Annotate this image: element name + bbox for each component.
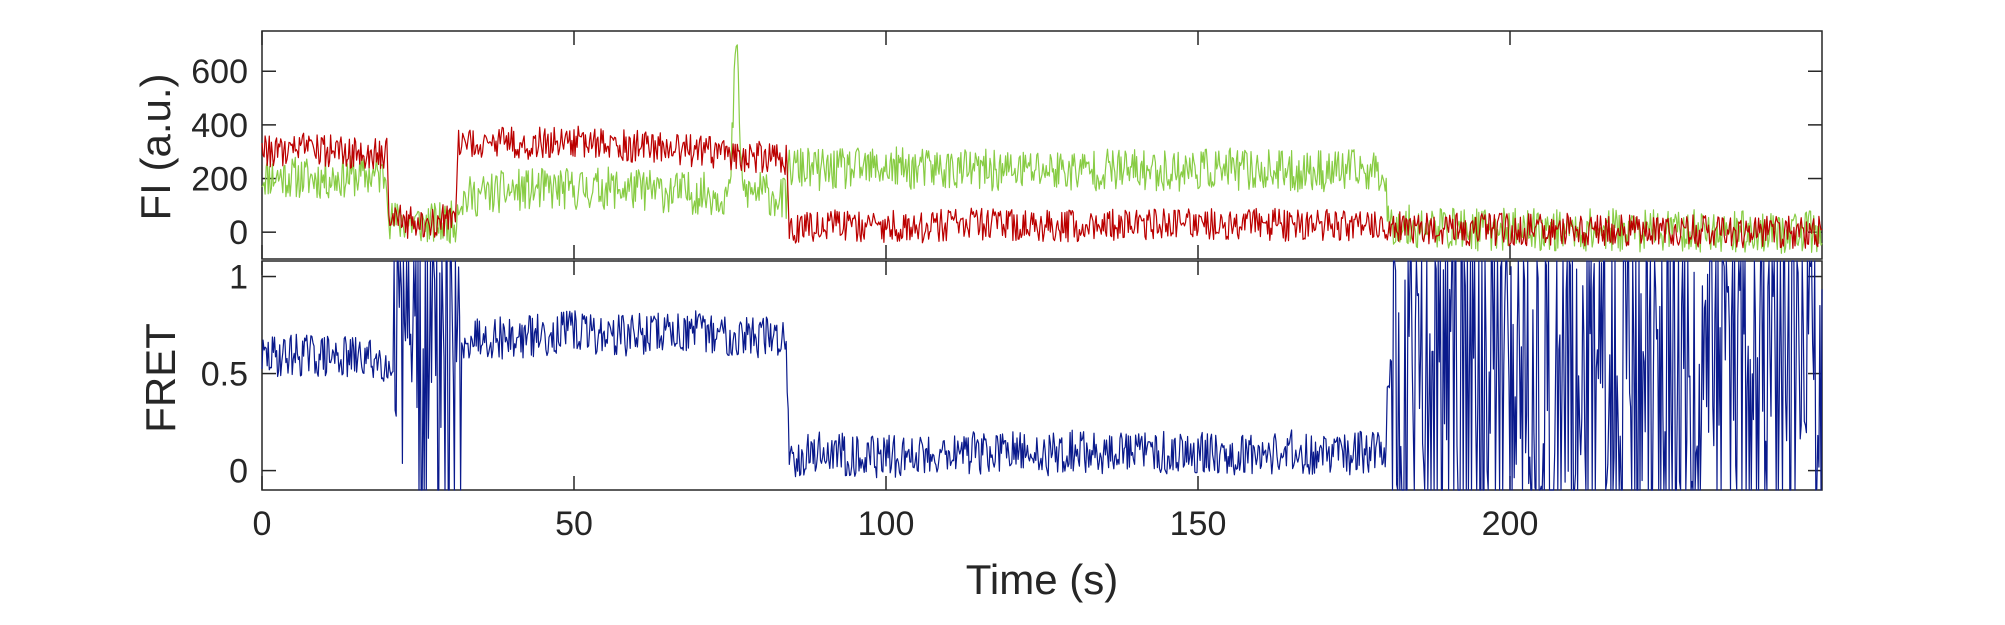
fluorescence-panel: 0 200 400 600 FI (a.u.) (132, 30, 1823, 260)
x-tick-label: 150 (1170, 505, 1227, 543)
x-tick-label: 200 (1482, 505, 1539, 543)
fluorescence-y-axis-label: FI (a.u.) (132, 73, 179, 220)
fluorescence-y-tick-labels: 0 200 400 600 (191, 53, 248, 252)
y-tick-label: 400 (191, 107, 248, 145)
x-tick-label: 0 (253, 505, 272, 543)
y-tick-label: 200 (191, 161, 248, 199)
fret-y-axis-label: FRET (137, 323, 184, 433)
y-tick-label: 0 (229, 214, 248, 252)
fret-panel: 00.51 0 50 100 150 200 FRET Time (s) (137, 259, 1823, 603)
fluorescence-traces (261, 44, 1823, 254)
y-tick-label: 0.5 (201, 356, 248, 394)
y-tick-label: 600 (191, 53, 248, 91)
time-x-tick-labels: 0 50 100 150 200 (253, 505, 1539, 543)
y-tick-label: 0 (229, 453, 248, 491)
y-tick-label: 1 (229, 259, 248, 297)
x-tick-label: 50 (555, 505, 593, 543)
series-line (261, 260, 1823, 491)
fret-trace (261, 260, 1823, 491)
time-x-axis-label: Time (s) (966, 556, 1118, 603)
series-line (261, 125, 1823, 249)
fret-y-tick-labels: 00.51 (201, 259, 248, 491)
x-tick-label: 100 (858, 505, 915, 543)
fluorescence-ticks (261, 31, 1822, 259)
